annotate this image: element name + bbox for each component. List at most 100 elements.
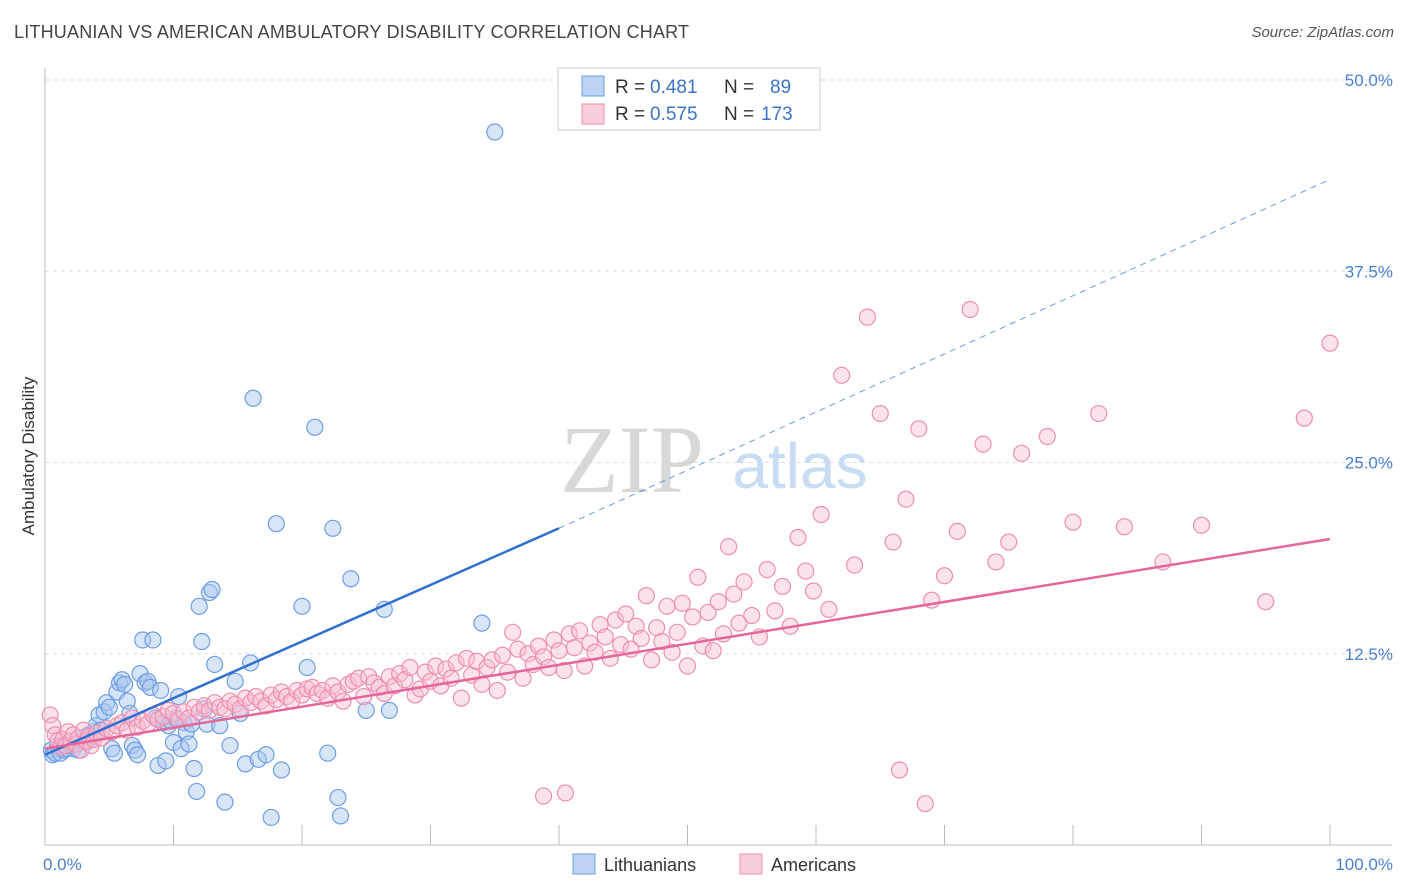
americans-point <box>1038 427 1056 446</box>
legend-n-value-lithuanians: 89 <box>770 77 791 98</box>
americans-point <box>452 689 470 707</box>
americans-point <box>773 577 792 596</box>
americans-point <box>720 538 738 556</box>
grid-lines <box>45 79 1392 655</box>
americans-point <box>545 631 563 649</box>
americans-point <box>1000 533 1018 551</box>
americans-point <box>699 603 717 622</box>
lithuanians-point <box>298 658 316 677</box>
americans-point <box>1295 409 1313 427</box>
legend-swatch-lithuanians-bottom <box>572 853 596 875</box>
americans-point <box>504 623 522 641</box>
lithuanians-point <box>257 746 275 764</box>
lithuanians-point <box>244 389 262 407</box>
americans-point <box>565 639 584 657</box>
lithuanians-point <box>226 672 244 690</box>
lithuanians-point <box>185 759 203 778</box>
americans-point <box>961 300 979 319</box>
americans-point <box>974 435 992 453</box>
americans-point <box>653 632 671 651</box>
lithuanians-point <box>128 746 147 764</box>
americans-point <box>678 657 697 675</box>
lithuanians-point <box>116 675 134 693</box>
americans-trend-line <box>44 537 1331 750</box>
lithuanians-point <box>357 701 375 719</box>
americans-point <box>550 642 568 660</box>
americans-point <box>401 658 419 677</box>
americans-point <box>897 490 915 508</box>
series-legend: Lithuanians Americans <box>572 853 856 875</box>
americans-point <box>684 608 702 626</box>
y-tick-label-0: 12.5% <box>1345 645 1393 664</box>
americans-point <box>673 594 691 612</box>
americans-point <box>637 587 655 605</box>
legend-swatch-lithuanians <box>581 75 605 97</box>
lithuanians-point <box>180 735 198 753</box>
americans-point <box>416 663 434 681</box>
americans-point <box>1090 404 1108 423</box>
lithuanians-point <box>262 808 280 827</box>
americans-point <box>833 366 851 384</box>
legend-swatch-americans-bottom <box>739 853 763 875</box>
x-tick-labels: 0.0% 100.0% <box>43 855 1393 874</box>
lithuanians-point <box>293 597 311 615</box>
americans-point <box>812 505 830 524</box>
watermark: ZIP atlas <box>560 406 868 513</box>
x-tick-label-1: 100.0% <box>1335 855 1393 874</box>
americans-point <box>845 556 864 574</box>
americans-point <box>581 634 599 652</box>
americans-point <box>483 651 501 669</box>
lithuanians-point <box>324 519 342 537</box>
lithuanians-point <box>306 418 324 436</box>
americans-point <box>1115 518 1134 536</box>
lithuanians-point <box>190 597 208 615</box>
americans-point <box>725 585 743 603</box>
lithuanians-point <box>98 694 116 712</box>
lithuanians-point <box>329 788 347 807</box>
lithuanians-point <box>200 583 219 602</box>
americans-point <box>457 649 476 667</box>
lithuanians-point <box>141 678 159 697</box>
americans-point <box>556 784 575 802</box>
americans-point <box>871 404 889 423</box>
americans-point <box>948 522 966 540</box>
lithuanians-point <box>206 655 224 674</box>
americans-point <box>41 706 59 724</box>
americans-point <box>534 787 553 805</box>
americans-point <box>509 640 527 658</box>
y-tick-labels: 12.5% 25.0% 37.5% 50.0% <box>1345 71 1393 664</box>
legend-r-label-1: R = <box>615 77 645 98</box>
lithuanians-point <box>152 681 170 700</box>
lithuanians-point <box>126 741 144 759</box>
americans-point <box>858 308 877 326</box>
x-tick-label-0: 0.0% <box>43 855 82 874</box>
legend-r-value-americans: 0.575 <box>650 104 698 125</box>
americans-point <box>437 660 455 678</box>
legend-label-americans: Americans <box>771 855 856 875</box>
americans-point <box>1064 513 1082 531</box>
lithuanians-point <box>157 752 175 770</box>
americans-point <box>890 761 909 779</box>
americans-point <box>916 795 934 813</box>
americans-point <box>730 614 748 632</box>
watermark-zip: ZIP <box>560 406 704 513</box>
lithuanians-point <box>236 755 255 773</box>
americans-point <box>617 605 635 623</box>
lithuanians-point <box>473 614 491 632</box>
chart-title: LITHUANIAN VS AMERICAN AMBULATORY DISABI… <box>14 22 690 42</box>
americans-point <box>427 657 445 675</box>
lithuanians-trend-line <box>44 527 560 756</box>
lithuanians-point <box>319 744 337 762</box>
americans-point <box>642 651 661 669</box>
lithuanians-point <box>123 736 141 755</box>
source-label: Source: ZipAtlas.com <box>1251 24 1394 41</box>
americans-point <box>804 582 823 600</box>
lithuanians-point <box>380 701 398 719</box>
americans-point <box>658 597 676 615</box>
americans-point <box>344 672 362 690</box>
americans-point <box>735 573 753 591</box>
lithuanians-point <box>203 580 221 599</box>
americans-point <box>1257 593 1275 611</box>
lithuanians-point <box>144 631 162 649</box>
